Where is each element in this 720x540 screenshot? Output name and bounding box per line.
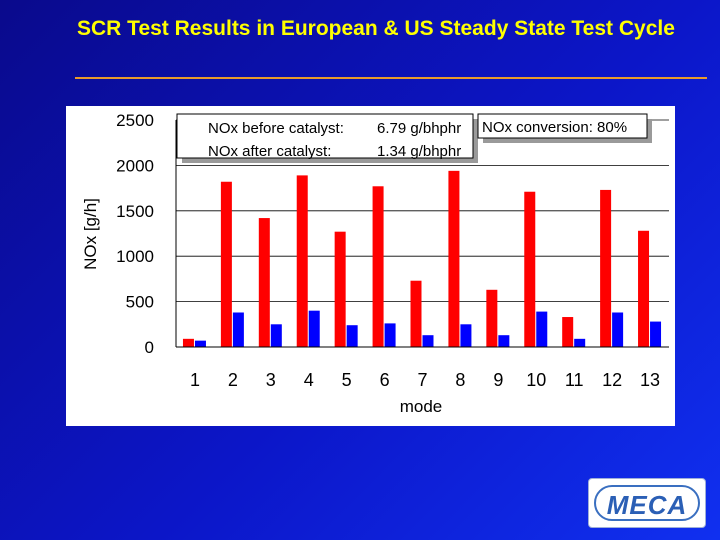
bar-before-catalyst	[638, 230, 650, 347]
x-tick-label: 7	[417, 370, 427, 390]
bar-before-catalyst	[296, 175, 308, 347]
emissions-annotation-box: NOx before catalyst: 6.79 g/bhphr NOx af…	[176, 113, 478, 163]
y-tick-label: 1000	[116, 247, 154, 266]
bar-after-catalyst	[232, 312, 244, 347]
bar-before-catalyst	[182, 338, 194, 347]
bar-before-catalyst	[486, 289, 498, 347]
conversion-annotation-box: NOx conversion: 80%	[477, 113, 652, 143]
x-tick-label: 5	[342, 370, 352, 390]
meca-logo: MECA	[588, 478, 706, 528]
bar-after-catalyst	[346, 325, 358, 347]
bar-after-catalyst	[536, 311, 548, 347]
y-tick-label: 2000	[116, 156, 154, 175]
y-axis-label: NOx [g/h]	[81, 198, 100, 270]
bar-before-catalyst	[410, 280, 422, 347]
x-tick-label: 11	[565, 370, 584, 390]
y-tick-label: 1500	[116, 202, 154, 221]
x-tick-label: 2	[228, 370, 238, 390]
logo-text: MECA	[607, 490, 688, 520]
y-tick-label: 2500	[116, 111, 154, 130]
x-tick-label: 6	[380, 370, 390, 390]
x-tick-label: 13	[640, 370, 660, 390]
before-catalyst-value: 6.79 g/bhphr	[377, 120, 461, 137]
x-tick-label: 8	[455, 370, 465, 390]
bar-after-catalyst	[650, 321, 662, 347]
x-tick-label: 3	[266, 370, 276, 390]
bar-before-catalyst	[600, 189, 612, 347]
conversion-label: NOx conversion: 80%	[482, 119, 627, 136]
bar-before-catalyst	[448, 170, 460, 347]
bar-after-catalyst	[460, 324, 472, 347]
bar-before-catalyst	[562, 317, 574, 347]
title-divider	[75, 77, 707, 79]
bar-after-catalyst	[574, 338, 586, 347]
bar-after-catalyst	[612, 312, 624, 347]
x-tick-label: 4	[304, 370, 314, 390]
slide-title: SCR Test Results in European & US Steady…	[77, 17, 675, 40]
bar-after-catalyst	[194, 340, 206, 347]
bar-after-catalyst	[384, 323, 396, 347]
bar-before-catalyst	[524, 191, 536, 347]
chart-panel: 0 500 1000 1500 2000 2500 1 2 3 4 5 6 7 8 9 10 11 12 13 N…	[66, 106, 675, 426]
after-catalyst-label: NOx after catalyst:	[208, 143, 331, 160]
bar-after-catalyst	[422, 335, 434, 347]
y-tick-label: 0	[145, 338, 154, 357]
y-tick-label: 500	[126, 293, 154, 312]
bar-after-catalyst	[308, 310, 320, 347]
bar-before-catalyst	[220, 181, 232, 347]
after-catalyst-value: 1.34 g/bhphr	[377, 143, 461, 160]
x-tick-label: 12	[602, 370, 622, 390]
bar-before-catalyst	[372, 186, 384, 347]
x-tick-label: 9	[493, 370, 503, 390]
x-axis-label: mode	[400, 397, 443, 416]
bar-before-catalyst	[334, 231, 346, 347]
bar-after-catalyst	[498, 335, 510, 347]
x-tick-label: 1	[190, 370, 200, 390]
before-catalyst-label: NOx before catalyst:	[208, 120, 344, 137]
bar-after-catalyst	[270, 324, 282, 347]
bar-before-catalyst	[258, 218, 270, 347]
x-tick-label: 10	[526, 370, 546, 390]
